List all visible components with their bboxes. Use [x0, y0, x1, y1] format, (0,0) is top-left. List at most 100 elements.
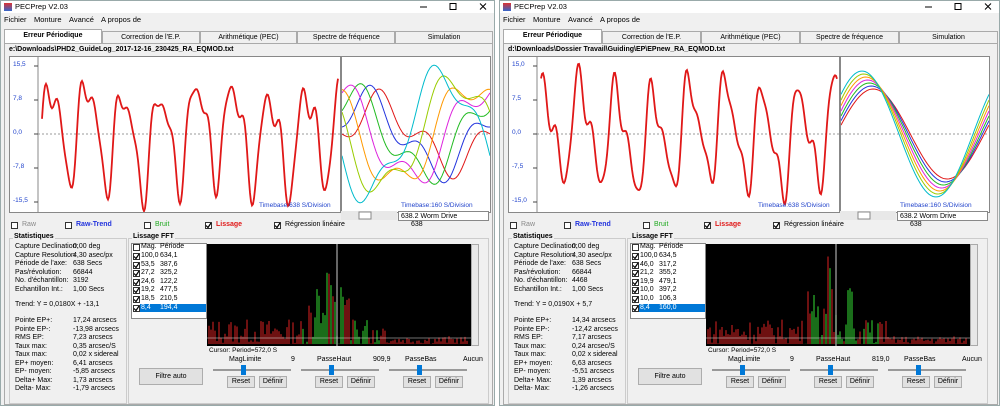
- button[interactable]: Filtre auto: [638, 368, 702, 385]
- checkbox[interactable]: [632, 279, 639, 286]
- fft-period[interactable]: 210,5: [160, 295, 178, 302]
- checkbox-label[interactable]: Lissage: [216, 221, 242, 228]
- checkbox[interactable]: [274, 222, 281, 229]
- fft-mag[interactable]: 10,0: [640, 295, 654, 302]
- fft-period[interactable]: 194,4: [160, 304, 178, 311]
- fft-mag[interactable]: 19,9: [640, 278, 654, 285]
- checkbox-label[interactable]: Raw-Trend: [575, 221, 611, 228]
- tab[interactable]: Erreur Périodique: [503, 29, 602, 43]
- tab[interactable]: Simulation: [899, 31, 998, 43]
- checkbox[interactable]: [144, 222, 151, 229]
- tab[interactable]: Simulation: [395, 31, 493, 43]
- checkbox[interactable]: [133, 279, 140, 286]
- fft-mag[interactable]: 100,0: [141, 252, 159, 259]
- menu-item[interactable]: Fichier: [503, 15, 526, 24]
- fft-mag[interactable]: 8,4: [640, 304, 650, 311]
- button[interactable]: Définir: [259, 376, 287, 388]
- checkbox[interactable]: [632, 296, 639, 303]
- fft-mag[interactable]: 18,5: [141, 295, 155, 302]
- fft-mag[interactable]: 21,2: [640, 269, 654, 276]
- button[interactable]: Définir: [435, 376, 463, 388]
- button[interactable]: Définir: [934, 376, 962, 388]
- worm-select[interactable]: 638.2 Worm Drive: [398, 211, 489, 221]
- checkbox[interactable]: [773, 222, 780, 229]
- menu-item[interactable]: Avancé: [568, 15, 593, 24]
- button[interactable]: Reset: [227, 376, 255, 388]
- tab[interactable]: Correction de l'E.P.: [102, 31, 200, 43]
- checkbox[interactable]: [510, 222, 517, 229]
- checkbox[interactable]: [133, 287, 140, 294]
- checkbox[interactable]: [133, 253, 140, 260]
- checkbox[interactable]: [133, 262, 140, 269]
- tab[interactable]: Spectre de fréquence: [800, 31, 899, 43]
- fft-period[interactable]: 325,2: [160, 269, 178, 276]
- fft-period[interactable]: 634,5: [659, 252, 677, 259]
- fft-period[interactable]: 122,2: [160, 278, 178, 285]
- fft-mag[interactable]: 27,2: [141, 269, 155, 276]
- fft-period[interactable]: 160,0: [659, 304, 677, 311]
- button[interactable]: Reset: [726, 376, 754, 388]
- list-header: Mag.: [141, 243, 157, 250]
- checkbox-label[interactable]: Lissage: [715, 221, 741, 228]
- menu-item[interactable]: Avancé: [69, 15, 94, 24]
- checkbox-label[interactable]: Régression linéaire: [285, 221, 345, 228]
- menu-item[interactable]: A propos de: [101, 15, 141, 24]
- fft-period[interactable]: 397,2: [659, 286, 677, 293]
- checkbox[interactable]: [704, 222, 711, 229]
- fft-period[interactable]: 317,2: [659, 261, 677, 268]
- fft-period[interactable]: 106,3: [659, 295, 677, 302]
- button[interactable]: Définir: [347, 376, 375, 388]
- checkbox-label[interactable]: Raw: [521, 221, 535, 228]
- checkbox[interactable]: [205, 222, 212, 229]
- fft-period[interactable]: 479,1: [659, 278, 677, 285]
- fft-mag[interactable]: 24,6: [141, 278, 155, 285]
- checkbox[interactable]: [632, 253, 639, 260]
- fft-mag[interactable]: 19,2: [141, 286, 155, 293]
- check: [633, 288, 638, 293]
- checkbox-label[interactable]: Régression linéaire: [784, 221, 844, 228]
- checkbox[interactable]: [133, 244, 140, 251]
- checkbox[interactable]: [632, 270, 639, 277]
- checkbox[interactable]: [133, 270, 140, 277]
- checkbox[interactable]: [11, 222, 18, 229]
- fft-mag[interactable]: 8,4: [141, 304, 151, 311]
- tab[interactable]: Spectre de fréquence: [297, 31, 395, 43]
- checkbox[interactable]: [632, 305, 639, 312]
- checkbox-label[interactable]: Bruit: [155, 221, 169, 228]
- checkbox[interactable]: [133, 305, 140, 312]
- menu-item[interactable]: Monture: [34, 15, 62, 24]
- fft-period[interactable]: 634,1: [160, 252, 178, 259]
- button[interactable]: Reset: [403, 376, 431, 388]
- checkbox[interactable]: [643, 222, 650, 229]
- button[interactable]: Reset: [315, 376, 343, 388]
- fft-period[interactable]: 387,6: [160, 261, 178, 268]
- tab[interactable]: Arithmétique (PEC): [701, 31, 800, 43]
- fft-mag[interactable]: 100,0: [640, 252, 658, 259]
- checkbox-label[interactable]: Bruit: [654, 221, 668, 228]
- checkbox[interactable]: [632, 262, 639, 269]
- checkbox[interactable]: [65, 222, 72, 229]
- button[interactable]: Définir: [846, 376, 874, 388]
- checkbox-label[interactable]: Raw-Trend: [76, 221, 112, 228]
- checkbox[interactable]: [632, 244, 639, 251]
- tab[interactable]: Correction de l'E.P.: [602, 31, 701, 43]
- tab[interactable]: Erreur Périodique: [4, 29, 102, 43]
- fft-mag[interactable]: 53,5: [141, 261, 155, 268]
- fft-period[interactable]: 355,2: [659, 269, 677, 276]
- fft-period[interactable]: 477,5: [160, 286, 178, 293]
- button[interactable]: Reset: [814, 376, 842, 388]
- checkbox-label[interactable]: Raw: [22, 221, 36, 228]
- checkbox[interactable]: [632, 287, 639, 294]
- worm-select[interactable]: 638.2 Worm Drive: [897, 211, 988, 221]
- fft-mag[interactable]: 10,0: [640, 286, 654, 293]
- tab[interactable]: Arithmétique (PEC): [200, 31, 298, 43]
- button[interactable]: Reset: [902, 376, 930, 388]
- button[interactable]: Définir: [758, 376, 786, 388]
- menu-item[interactable]: Monture: [533, 15, 561, 24]
- menu-item[interactable]: A propos de: [600, 15, 640, 24]
- checkbox[interactable]: [564, 222, 571, 229]
- button[interactable]: Filtre auto: [139, 368, 203, 385]
- menu-item[interactable]: Fichier: [4, 15, 27, 24]
- checkbox[interactable]: [133, 296, 140, 303]
- fft-mag[interactable]: 46,0: [640, 261, 654, 268]
